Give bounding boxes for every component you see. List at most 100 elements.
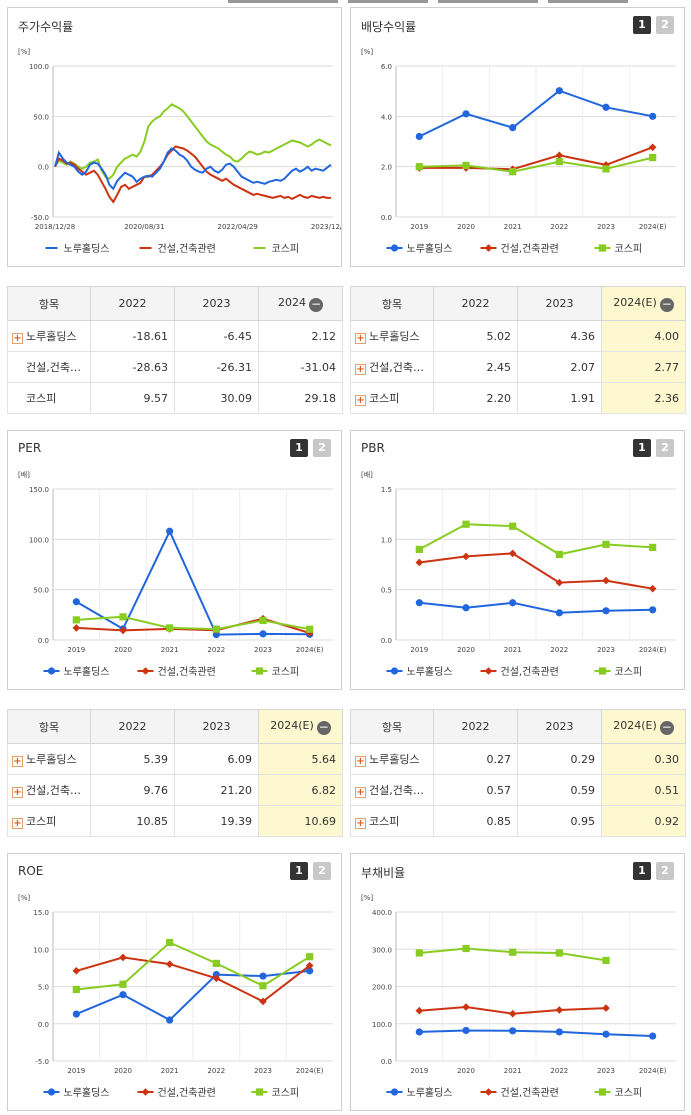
legend-marker	[390, 244, 399, 252]
column-header: 2022	[433, 286, 518, 321]
data-point	[119, 626, 127, 635]
expand-icon[interactable]: +	[12, 818, 23, 829]
legend-label: 건설,건축관련	[158, 1087, 216, 1099]
data-point	[462, 161, 470, 170]
view-1-button[interactable]: 1	[633, 16, 651, 34]
data-point	[415, 1028, 423, 1036]
series-line	[75, 528, 310, 636]
cell: 4.00	[601, 320, 686, 352]
collapse-icon[interactable]: −	[309, 296, 323, 312]
data-point	[166, 527, 174, 535]
cell: 21.20	[174, 774, 259, 806]
column-header: 2023	[517, 709, 602, 744]
data-point	[649, 606, 657, 614]
x-tick-label: 2023/12/28	[311, 223, 341, 231]
expand-icon[interactable]: +	[12, 756, 23, 767]
data-point	[119, 613, 127, 621]
view-2-button[interactable]: 2	[313, 439, 331, 457]
legend-label: 건설,건축관련	[501, 1087, 559, 1099]
data-point	[509, 948, 517, 956]
view-2-button[interactable]: 2	[656, 862, 674, 880]
data-point	[649, 543, 657, 551]
view-2-button[interactable]: 2	[656, 439, 674, 457]
collapse-icon[interactable]: −	[316, 719, 331, 735]
table-row: + 노루홀딩스 -18.61 -6.45 2.12	[7, 320, 343, 352]
data-point	[555, 550, 563, 559]
cell: 9.57	[90, 382, 175, 414]
y-tick-label: 400.0	[372, 909, 392, 917]
view-2-button[interactable]: 2	[656, 16, 674, 34]
data-point	[212, 974, 221, 983]
series-line	[76, 615, 310, 631]
x-tick-label: 2023	[597, 223, 615, 231]
column-header-2024e: 2024(E) −	[258, 709, 343, 744]
expand-icon[interactable]: +	[355, 333, 366, 344]
y-tick-label: 1.5	[381, 486, 392, 494]
view-1-button[interactable]: 1	[290, 439, 308, 457]
x-tick-label: 2024(E)	[296, 646, 324, 654]
x-tick-label: 2020	[114, 646, 132, 654]
y-tick-label: -5.0	[35, 1058, 49, 1066]
cell: 0.85	[433, 805, 518, 837]
x-tick-label: 2022	[207, 646, 225, 654]
cell: 0.57	[433, 774, 518, 806]
y-tick-label: 50.0	[33, 587, 49, 595]
expand-icon[interactable]: +	[355, 756, 366, 767]
series-line	[419, 146, 654, 171]
expand-icon[interactable]: +	[12, 787, 23, 798]
y-tick-label: 4.0	[381, 113, 392, 121]
data-point	[165, 960, 174, 968]
row-label: 건설,건축…	[26, 784, 81, 797]
view-2-button[interactable]: 2	[313, 862, 331, 880]
cell: 0.30	[601, 743, 686, 775]
data-point	[305, 961, 314, 970]
expand-icon[interactable]: +	[355, 787, 366, 798]
y-tick-label: 0.0	[38, 1021, 49, 1029]
data-point	[555, 1006, 564, 1014]
pbr-chart-panel: PBR 1 2 [배] 1.5 1.0 0.5 0.0 2019 2020 2021 2022 2…	[350, 430, 685, 690]
cell: 2.45	[433, 351, 518, 383]
cell: 29.18	[258, 382, 343, 414]
x-tick-label: 2021	[504, 1067, 522, 1075]
y-tick-label: 0.0	[381, 637, 392, 645]
collapse-icon[interactable]: −	[659, 719, 674, 735]
data-point	[259, 982, 267, 990]
expand-icon[interactable]: +	[12, 333, 23, 344]
legend-label: 노루홀딩스	[64, 1086, 110, 1099]
cell: 30.09	[174, 382, 259, 414]
row-label: 노루홀딩스	[369, 330, 420, 343]
collapse-icon[interactable]: −	[659, 296, 674, 312]
roe-chart-panel: ROE 1 2 [%] 15.0 10.0 5.0 0.0 -5.0 2019 2020 202…	[7, 853, 342, 1111]
unit-label: [%]	[18, 48, 30, 56]
column-header: 항목	[7, 286, 91, 321]
expand-icon[interactable]: +	[355, 818, 366, 829]
y-tick-label: 100.0	[29, 536, 49, 544]
view-1-button[interactable]: 1	[290, 862, 308, 880]
data-point	[648, 584, 657, 593]
legend-marker	[47, 1088, 56, 1096]
data-point	[166, 1016, 174, 1024]
legend-label: 코스피	[615, 1087, 643, 1099]
unit-label: [%]	[18, 894, 30, 902]
cell: 1.91	[517, 382, 602, 414]
cell: 6.09	[174, 743, 259, 775]
column-header-2024: 2024−	[258, 286, 343, 321]
cell: 5.64	[258, 743, 343, 775]
data-point	[212, 959, 220, 968]
column-header: 항목	[350, 709, 434, 744]
x-tick-label: 2024(E)	[639, 646, 667, 654]
expand-icon[interactable]: +	[355, 364, 366, 375]
view-1-button[interactable]: 1	[633, 439, 651, 457]
legend-label: 코스피	[272, 243, 300, 255]
series-line	[418, 89, 653, 138]
table-row: 코스피 9.57 30.09 29.18	[7, 382, 343, 414]
table-row: + 노루홀딩스 0.27 0.29 0.30	[350, 743, 686, 775]
data-point	[259, 616, 267, 625]
series-line	[419, 552, 653, 590]
view-1-button[interactable]: 1	[633, 862, 651, 880]
data-point	[509, 124, 517, 132]
data-point	[555, 87, 563, 95]
expand-icon[interactable]: +	[355, 395, 366, 406]
y-tick-label: 0.0	[38, 637, 49, 645]
x-tick-label: 2020	[457, 646, 475, 654]
